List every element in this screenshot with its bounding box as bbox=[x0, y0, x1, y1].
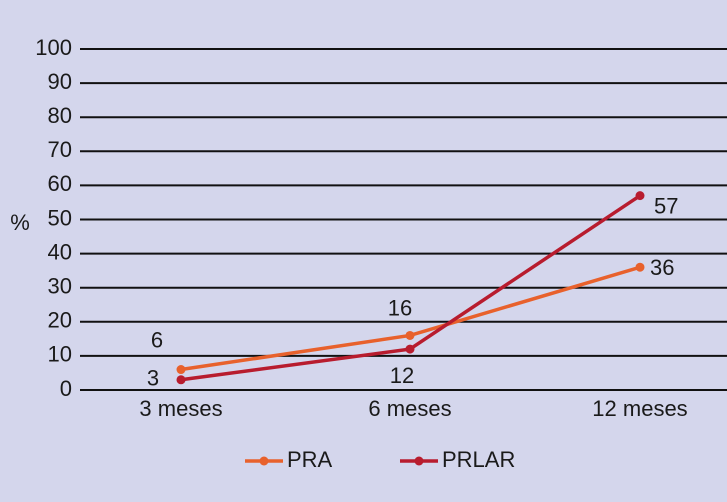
y-tick-label: 100 bbox=[35, 35, 72, 60]
x-tick-label: 3 meses bbox=[139, 396, 222, 421]
data-label: 16 bbox=[388, 295, 412, 320]
point bbox=[405, 344, 415, 354]
y-tick-label: 90 bbox=[48, 69, 72, 94]
y-tick-label: 0 bbox=[60, 376, 72, 401]
y-tick-label: 30 bbox=[48, 274, 72, 299]
data-label: 3 bbox=[147, 366, 159, 391]
x-tick-label: 12 meses bbox=[592, 396, 687, 421]
legend-label: PRA bbox=[287, 447, 333, 472]
point bbox=[176, 365, 186, 375]
legend-label: PRLAR bbox=[442, 447, 515, 472]
y-tick-label: 10 bbox=[48, 342, 72, 367]
y-tick-label: 40 bbox=[48, 239, 72, 264]
y-tick-label: 70 bbox=[48, 137, 72, 162]
point bbox=[635, 191, 645, 201]
data-label: 12 bbox=[390, 363, 414, 388]
point bbox=[635, 262, 645, 272]
y-tick-label: 80 bbox=[48, 103, 72, 128]
point bbox=[405, 330, 415, 340]
y-axis-label: % bbox=[10, 210, 30, 235]
x-tick-label: 6 meses bbox=[368, 396, 451, 421]
point bbox=[176, 375, 186, 385]
y-tick-label: 20 bbox=[48, 308, 72, 333]
data-label: 6 bbox=[151, 327, 163, 352]
data-label: 57 bbox=[654, 193, 678, 218]
legend-marker bbox=[259, 456, 269, 466]
legend-marker bbox=[414, 456, 424, 466]
data-label: 36 bbox=[650, 255, 674, 280]
y-tick-label: 60 bbox=[48, 171, 72, 196]
y-tick-label: 50 bbox=[48, 205, 72, 230]
